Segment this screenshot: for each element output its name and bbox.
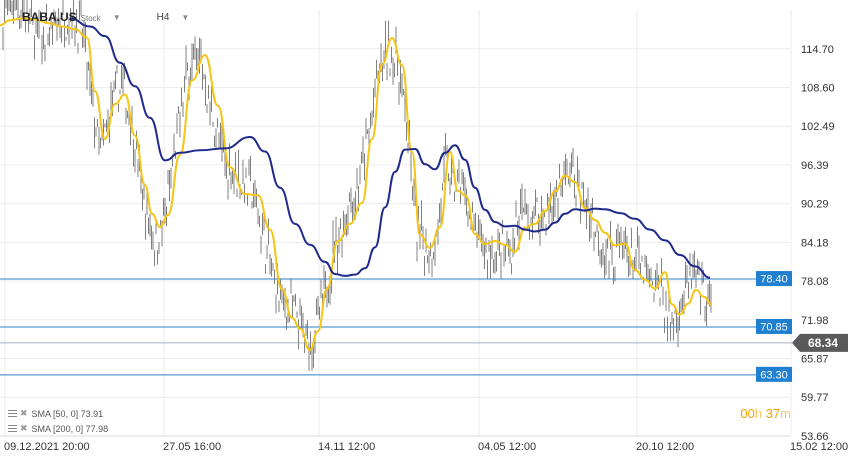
x-tick-label: 15.02 12:00 bbox=[790, 441, 848, 453]
visibility-icon[interactable] bbox=[8, 425, 17, 432]
current-price-label: 68.34 bbox=[808, 336, 838, 350]
level-label: 63.30 bbox=[760, 369, 788, 381]
x-tick-label: 14.11 12:00 bbox=[318, 441, 375, 453]
y-tick-label: 65.87 bbox=[801, 354, 829, 366]
price-axis[interactable]: 114.70 108.60 102.49 96.39 90.29 84.18 78.08 71… bbox=[801, 44, 835, 443]
y-tick-label: 59.77 bbox=[801, 392, 829, 404]
y-tick-label: 96.39 bbox=[801, 160, 829, 172]
candlestick-series bbox=[2, 0, 712, 372]
current-price-tag: 68.34 bbox=[792, 333, 848, 352]
symbol-dropdown-icon[interactable]: ▼ bbox=[112, 12, 121, 22]
y-tick-label: 102.49 bbox=[801, 121, 835, 133]
time-axis[interactable]: 09.12.2021 20:00 27.05 16:00 14.11 12:00 04… bbox=[4, 441, 848, 453]
timeframe-dropdown-icon[interactable]: ▼ bbox=[181, 12, 190, 22]
horizontal-levels[interactable]: 78.40 70.85 63.30 bbox=[0, 271, 792, 382]
chart-toolbar: BABA.US Stock ▼ H4 ▼ bbox=[0, 8, 189, 26]
y-tick-label: 71.98 bbox=[801, 315, 829, 327]
y-tick-label: 78.08 bbox=[801, 276, 829, 288]
price-tag-bg bbox=[792, 333, 848, 352]
indicator-label: SMA [200, 0] 77.98 bbox=[31, 423, 109, 434]
remove-indicator-icon[interactable]: ✖ bbox=[20, 408, 28, 418]
y-tick-label: 114.70 bbox=[801, 44, 834, 56]
timer-minutes: 37 bbox=[765, 406, 781, 421]
sma50-line bbox=[0, 17, 713, 352]
y-tick-label: 108.60 bbox=[801, 82, 835, 94]
y-tick-label: 90.29 bbox=[801, 199, 829, 211]
timeframe-selector[interactable]: H4 bbox=[156, 11, 170, 23]
symbol-name[interactable]: BABA.US bbox=[22, 10, 77, 24]
candle-countdown: 00h 37m bbox=[740, 406, 791, 421]
timer-hours: 00 bbox=[740, 406, 755, 421]
sma200-line bbox=[69, 17, 711, 279]
chart-grid bbox=[0, 10, 792, 437]
level-tag bbox=[756, 271, 792, 287]
y-tick-label: 53.66 bbox=[801, 431, 829, 443]
level-tag bbox=[756, 366, 792, 382]
y-tick-label: 84.18 bbox=[801, 237, 829, 249]
x-tick-label: 20.10 12:00 bbox=[636, 441, 694, 453]
indicator-legend-sma200[interactable]: ✖ SMA [200, 0] 77.98 bbox=[8, 423, 108, 434]
timer-minutes-unit: m bbox=[780, 406, 791, 421]
remove-indicator-icon[interactable]: ✖ bbox=[20, 423, 28, 433]
indicator-label: SMA [50, 0] 73.91 bbox=[31, 408, 104, 419]
indicator-legend-sma50[interactable]: ✖ SMA [50, 0] 73.91 bbox=[8, 408, 103, 419]
symbol-type: Stock bbox=[80, 14, 101, 23]
level-tag bbox=[756, 318, 792, 334]
moving-average-lines bbox=[0, 17, 713, 352]
timer-hours-unit: h bbox=[754, 406, 763, 421]
x-tick-label: 04.05 12:00 bbox=[478, 441, 536, 453]
level-label: 78.40 bbox=[760, 274, 788, 286]
x-tick-label: 27.05 16:00 bbox=[163, 441, 221, 453]
level-label: 70.85 bbox=[760, 321, 788, 333]
visibility-icon[interactable] bbox=[8, 410, 17, 417]
x-tick-label: 09.12.2021 20:00 bbox=[4, 441, 90, 453]
